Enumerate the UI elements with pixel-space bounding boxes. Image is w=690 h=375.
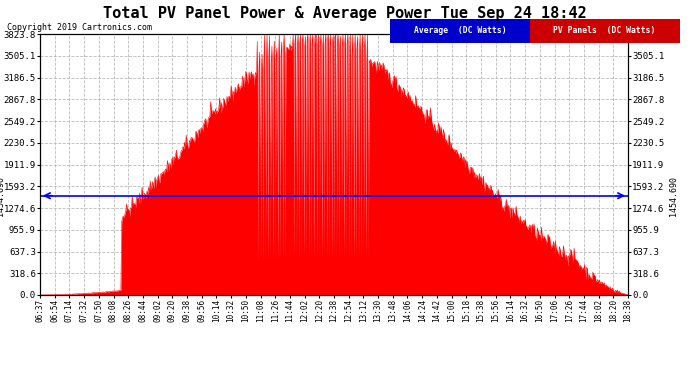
Text: Copyright 2019 Cartronics.com: Copyright 2019 Cartronics.com — [7, 22, 152, 32]
Text: Average  (DC Watts): Average (DC Watts) — [414, 26, 506, 36]
Text: Total PV Panel Power & Average Power Tue Sep 24 18:42: Total PV Panel Power & Average Power Tue… — [104, 6, 586, 21]
Text: 1454.690: 1454.690 — [0, 176, 5, 216]
Text: 1454.690: 1454.690 — [669, 176, 678, 216]
Bar — [531, 19, 680, 43]
Bar — [390, 19, 531, 43]
Text: PV Panels  (DC Watts): PV Panels (DC Watts) — [553, 26, 655, 36]
